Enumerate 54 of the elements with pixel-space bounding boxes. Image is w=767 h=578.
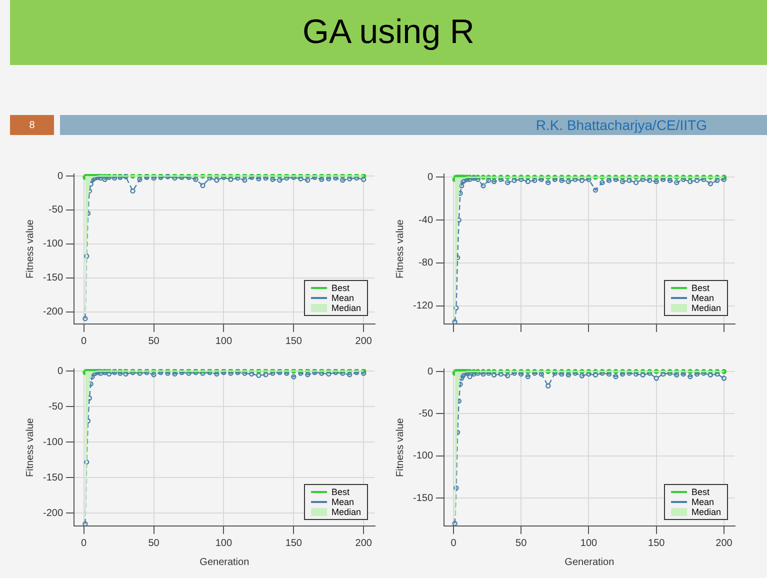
x-tick-label: 150 bbox=[285, 336, 302, 347]
y-tick-label: -100 bbox=[43, 238, 64, 250]
y-tick-label: -80 bbox=[418, 258, 434, 269]
x-tick-label: 150 bbox=[648, 538, 666, 549]
y-axis-title: Fitness value bbox=[394, 219, 406, 278]
x-tick-label: 150 bbox=[285, 538, 302, 549]
text: 8 bbox=[10, 115, 54, 135]
x-tick-label: 50 bbox=[148, 336, 160, 347]
x-tick-label: 200 bbox=[716, 538, 733, 549]
legend-label: Median bbox=[691, 507, 721, 517]
legend-label: Best bbox=[331, 283, 350, 293]
legend-label: Median bbox=[331, 507, 361, 517]
legend-label: Mean bbox=[331, 293, 354, 303]
x-tick-label: 200 bbox=[355, 538, 372, 549]
y-tick-label: -50 bbox=[418, 408, 434, 420]
x-axis-title: Generation bbox=[564, 556, 614, 568]
legend-label: Mean bbox=[331, 497, 354, 507]
y-tick-label: -40 bbox=[418, 214, 434, 226]
y-axis-title: Fitness value bbox=[24, 219, 36, 278]
y-tick-label: -200 bbox=[43, 306, 64, 318]
x-tick-label: 100 bbox=[580, 538, 598, 549]
y-tick-label: -50 bbox=[48, 401, 64, 412]
y-tick-label: 0 bbox=[427, 172, 434, 183]
x-tick-label: 0 bbox=[450, 538, 457, 549]
legend-label: Mean bbox=[691, 497, 714, 507]
y-tick-label: -100 bbox=[43, 436, 64, 448]
y-tick-label: 0 bbox=[427, 366, 434, 378]
legend-label: Best bbox=[691, 487, 710, 497]
y-tick-label: 0 bbox=[57, 366, 64, 377]
y-tick-label: -50 bbox=[48, 204, 64, 216]
y-axis-title: Fitness value bbox=[24, 418, 36, 477]
legend-label: Median bbox=[331, 303, 361, 313]
legend-label: Mean bbox=[691, 293, 714, 303]
y-tick-label: -150 bbox=[43, 272, 64, 284]
y-tick-label: -200 bbox=[43, 508, 64, 519]
x-tick-label: 0 bbox=[81, 538, 88, 549]
y-tick-label: -120 bbox=[413, 300, 434, 312]
legend-label: Median bbox=[691, 303, 721, 313]
text: R.K. Bhattacharjya/CE/IITG bbox=[60, 115, 767, 135]
y-tick-label: -100 bbox=[413, 450, 434, 462]
y-tick-label: 0 bbox=[57, 170, 64, 182]
y-tick-label: -150 bbox=[43, 472, 64, 484]
x-tick-label: 0 bbox=[81, 336, 88, 347]
y-axis-title: Fitness value bbox=[394, 418, 406, 477]
x-axis-title: Generation bbox=[200, 556, 250, 568]
chart-title: GA using R bbox=[302, 13, 474, 52]
legend-label: Best bbox=[331, 487, 350, 497]
y-tick-label: -150 bbox=[413, 492, 434, 504]
x-tick-label: 100 bbox=[215, 336, 232, 347]
x-tick-label: 100 bbox=[215, 538, 232, 549]
x-tick-label: 50 bbox=[516, 538, 528, 549]
x-tick-label: 200 bbox=[355, 336, 372, 347]
x-tick-label: 50 bbox=[148, 538, 160, 549]
legend-label: Best bbox=[691, 283, 710, 293]
